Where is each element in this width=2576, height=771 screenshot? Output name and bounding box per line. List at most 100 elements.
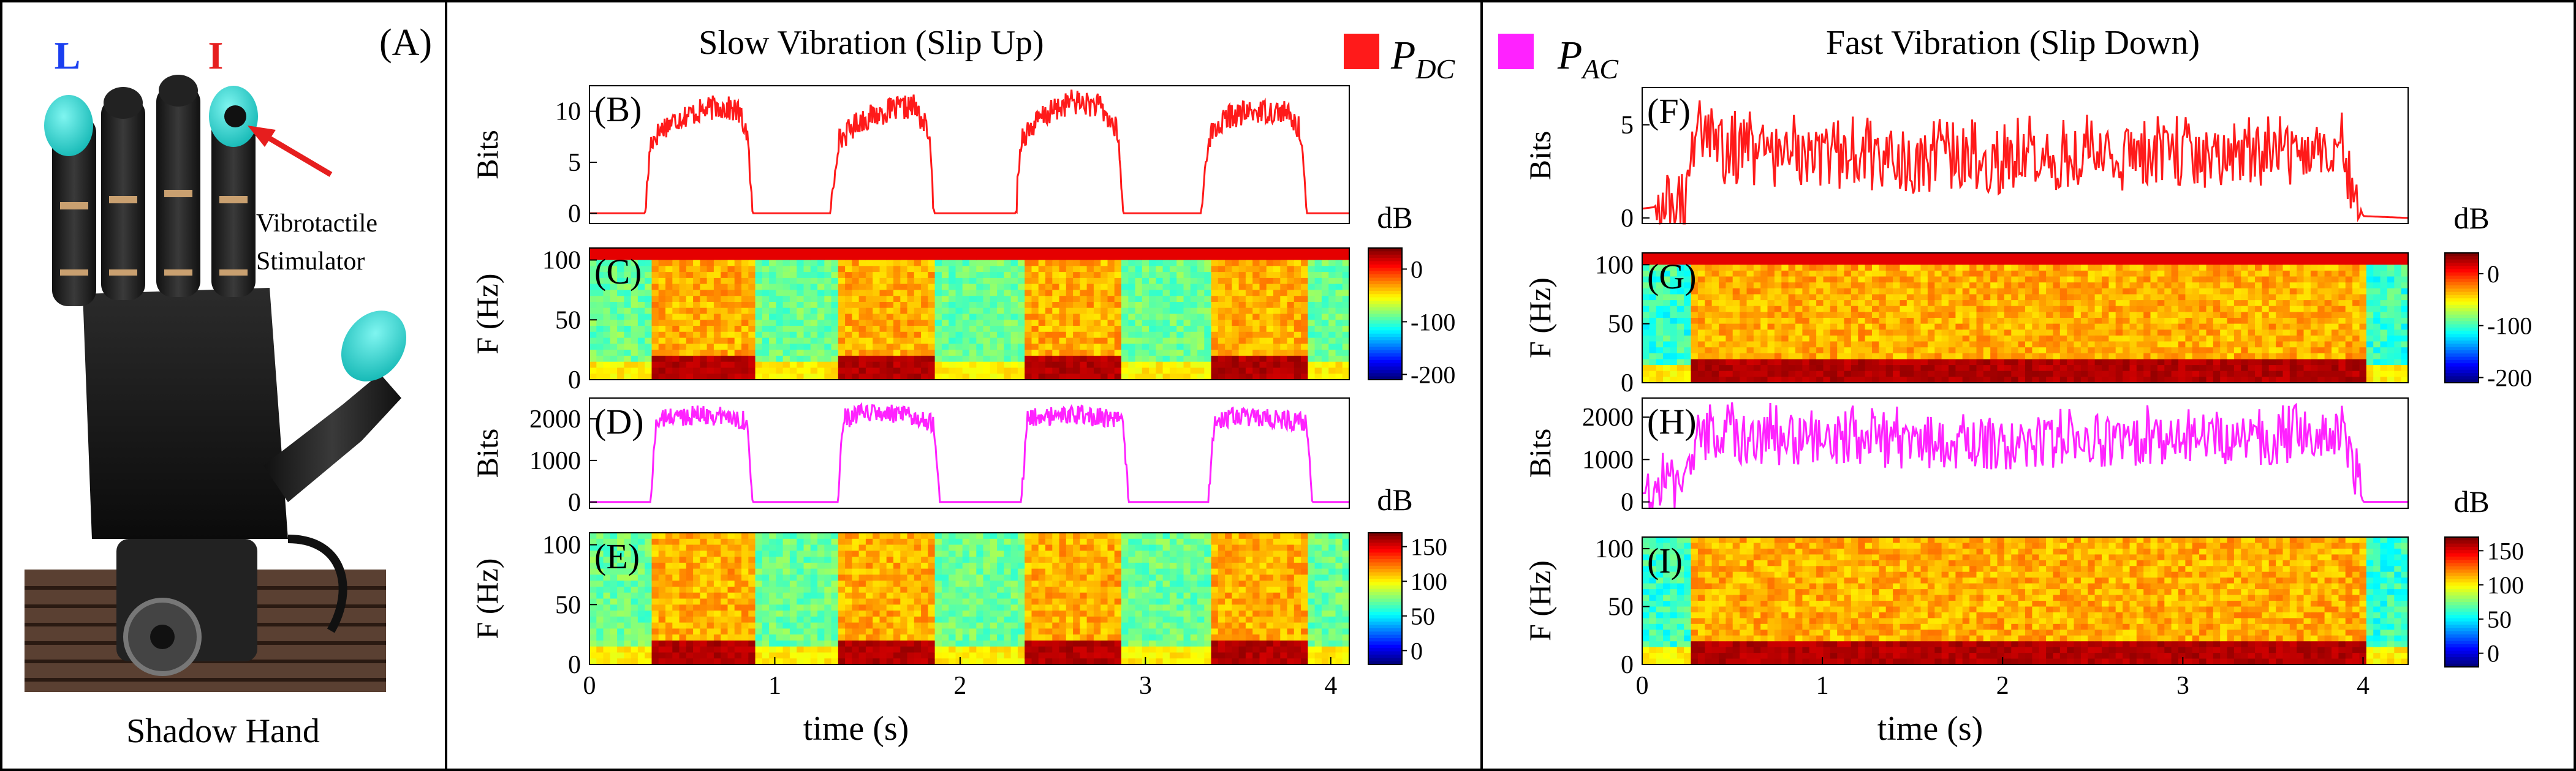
c-heatmap-cell [1301, 254, 1308, 261]
e-heatmap-cell [893, 538, 901, 546]
c-heatmap-cell [838, 374, 846, 380]
e-heatmap-cell [928, 652, 936, 659]
e-heatmap-cell [1025, 533, 1032, 540]
e-heatmap-cell [1238, 574, 1246, 581]
e-heatmap-cell [1004, 646, 1012, 653]
c-heatmap-cell [1218, 296, 1225, 303]
c-heatmap-cell [1086, 266, 1094, 273]
c-heatmap-cell [1204, 367, 1212, 374]
c-heatmap-cell [1135, 320, 1143, 326]
e-heatmap-cell [1273, 622, 1281, 629]
e-heatmap-cell [1218, 557, 1225, 563]
e-heatmap-cell [1031, 598, 1039, 605]
e-heatmap-cell [949, 574, 957, 581]
c-heatmap-cell [1211, 272, 1219, 279]
e-heatmap-cell [949, 568, 957, 575]
c-heatmap-cell [1121, 331, 1129, 339]
e-heatmap-cell [700, 640, 708, 647]
c-heatmap-cell [803, 374, 811, 380]
e-heatmap-cell [1086, 628, 1094, 635]
e-heatmap-cell [1335, 658, 1343, 665]
c-heatmap-cell [893, 331, 901, 339]
e-heatmap-cell [797, 658, 805, 665]
e-heatmap-cell [824, 587, 832, 593]
c-heatmap-cell [589, 320, 597, 326]
c-heatmap-cell [955, 248, 963, 255]
e-heatmap-cell [934, 544, 942, 551]
e-heatmap-cell [900, 598, 908, 605]
c-heatmap-cells [589, 248, 1350, 380]
c-heatmap-cell [907, 266, 915, 273]
e-heatmap-cell [1114, 533, 1122, 540]
e-heatmap-cell [983, 611, 991, 617]
e-heatmap-cell [1197, 658, 1205, 665]
c-heatmap-cell [782, 272, 790, 279]
e-heatmap-cell [1066, 592, 1074, 600]
c-heatmap-cell [782, 307, 790, 315]
e-heatmap-cell [810, 538, 818, 546]
c-heatmap-cell [1190, 254, 1198, 261]
c-heatmap-cell [596, 302, 604, 309]
c-heatmap-cell [1017, 320, 1025, 326]
e-heatmap-cell [865, 568, 873, 575]
c-heatmap-cell [1100, 344, 1108, 350]
e-heatmap-cell [1308, 622, 1316, 629]
e-heatmap-cell [1259, 533, 1267, 540]
e-heatmap-cell [797, 551, 805, 557]
c-heatmap-cell [997, 350, 1004, 356]
e-heatmap-cell [1176, 581, 1184, 587]
e-heatmap-cell [797, 557, 805, 563]
e-heatmap-cell [1093, 604, 1101, 611]
e-heatmap-cell [852, 634, 860, 641]
e-heatmap-cell [1010, 568, 1018, 575]
e-heatmap-cell [651, 640, 659, 647]
c-heatmap-cell [672, 355, 680, 363]
c-heatmap-cell [1066, 284, 1074, 290]
c-heatmap-cell [782, 248, 790, 255]
c-heatmap-cell [928, 337, 936, 344]
e-heatmap-cell [603, 622, 611, 629]
c-heatmap-cell [1100, 326, 1108, 333]
e-heatmap-cell [1114, 604, 1122, 611]
e-heatmap-cell [824, 574, 832, 581]
c-heatmap-cell [672, 248, 680, 255]
c-heatmap-cell [941, 326, 949, 333]
e-heatmap-cell [741, 634, 749, 641]
c-heatmap-cell [983, 260, 991, 266]
e-heatmap-cell [1114, 587, 1122, 593]
e-heatmap-cell [1211, 544, 1219, 551]
c-heatmap-cell [1128, 337, 1136, 344]
e-heatmap-cell [1204, 574, 1212, 581]
e-heatmap-cell [1156, 652, 1164, 659]
e-heatmap-cell [1080, 544, 1088, 551]
e-heatmap-cell [1259, 634, 1267, 641]
c-heatmap-cell [941, 290, 949, 296]
e-heatmap-cell [1190, 616, 1198, 623]
c-heatmap-cell [1273, 361, 1281, 369]
c-heatmap-cell [838, 367, 846, 374]
c-heatmap-cell [1149, 374, 1156, 380]
e-heatmap-cell [755, 634, 763, 641]
e-heatmap-cell [865, 557, 873, 563]
c-heatmap-cell [672, 260, 680, 266]
c-heatmap-cell [1052, 344, 1060, 350]
c-heatmap-cell [1218, 290, 1225, 296]
e-heatmap-cell [1314, 544, 1322, 551]
c-heatmap-cell [631, 326, 638, 333]
c-heatmap-cell [1045, 337, 1053, 344]
c-heatmap-cell [1232, 296, 1240, 303]
e-heatmap-cell [1093, 587, 1101, 593]
c-heatmap-cell [769, 320, 776, 326]
c-heatmap-cell [748, 337, 756, 344]
c-heatmap-cell [949, 277, 957, 285]
e-heatmap-cell [1086, 616, 1094, 623]
c-heatmap-cell [721, 290, 729, 296]
c-heatmap-cell [969, 320, 977, 326]
e-heatmap-cell [921, 551, 928, 557]
e-heatmap-cell [1294, 544, 1301, 551]
c-heatmap-cell [1149, 344, 1156, 350]
e-heatmap-cell [1218, 634, 1225, 641]
e-heatmap-cell [1176, 640, 1184, 647]
e-heatmap-cell [1294, 598, 1301, 605]
e-heatmap-cell [789, 634, 797, 641]
